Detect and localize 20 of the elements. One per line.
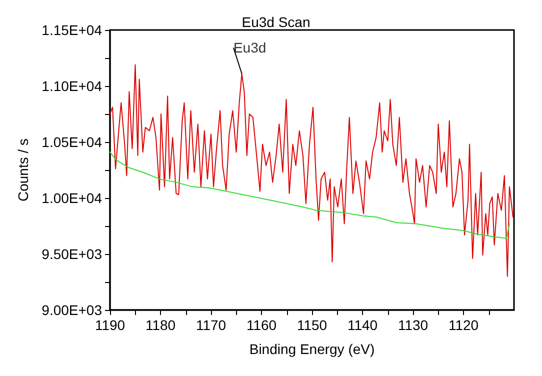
y-tick-label: 1.05E+04 <box>42 134 102 150</box>
line-series <box>110 152 510 239</box>
x-tick-label: 1190 <box>94 317 126 333</box>
line-series <box>110 64 514 277</box>
y-axis-title: Counts / s <box>15 138 31 202</box>
x-tick-label: 1130 <box>398 317 428 333</box>
y-tick-label: 1.00E+04 <box>42 190 102 206</box>
y-tick-label: 1.15E+04 <box>42 22 102 38</box>
chart-title: Eu3d Scan <box>242 14 310 30</box>
x-tick-label: 1180 <box>145 317 176 333</box>
x-tick-label: 1170 <box>196 317 226 333</box>
x-tick-label: 1150 <box>296 317 328 333</box>
x-tick-label: 1140 <box>347 317 378 333</box>
x-tick-label: 1160 <box>246 317 277 333</box>
y-tick-label: 1.10E+04 <box>42 78 102 94</box>
x-axis-title: Binding Energy (eV) <box>249 341 375 357</box>
x-tick-label: 1120 <box>448 317 479 333</box>
y-tick-label: 9.00E+03 <box>42 302 102 318</box>
annotation: Eu3d <box>233 40 266 56</box>
y-tick-label: 9.50E+03 <box>42 246 102 262</box>
